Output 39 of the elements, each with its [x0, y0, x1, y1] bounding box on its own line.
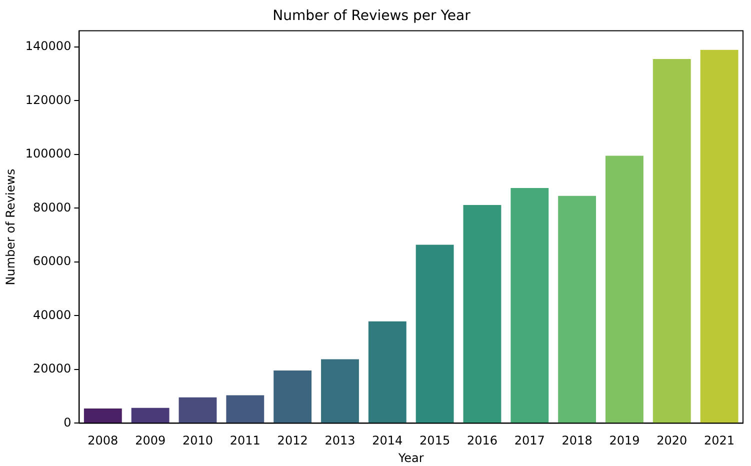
y-tick-label: 140000 — [25, 39, 72, 54]
chart-title: Number of Reviews per Year — [272, 8, 471, 24]
y-axis-title: Number of Reviews — [3, 168, 18, 286]
x-tick-label: 2021 — [704, 434, 735, 448]
x-tick-label: 2015 — [420, 434, 450, 448]
bar — [416, 244, 454, 423]
bar — [606, 156, 644, 423]
bar — [510, 188, 549, 423]
bar — [463, 204, 502, 423]
y-tick-label: 80000 — [33, 200, 72, 214]
x-tick-label: 2019 — [609, 434, 640, 448]
x-tick-label: 2018 — [562, 434, 592, 448]
bar — [652, 59, 691, 423]
x-tick-label: 2008 — [88, 434, 118, 448]
bar — [84, 408, 122, 423]
y-tick-label: 20000 — [33, 362, 72, 376]
bar — [558, 196, 596, 423]
x-tick-label: 2013 — [324, 434, 356, 448]
x-tick-label: 2011 — [230, 434, 260, 448]
y-tick-label: 40000 — [33, 308, 72, 322]
y-tick-label: 0 — [64, 415, 72, 430]
x-tick-label: 2010 — [182, 434, 214, 448]
x-tick-label: 2012 — [277, 434, 308, 448]
bar — [700, 50, 738, 423]
x-tick-label: 2020 — [656, 434, 688, 448]
y-tick-label: 60000 — [33, 254, 72, 268]
x-tick-label: 2016 — [466, 434, 498, 448]
bar — [226, 395, 264, 423]
x-tick-label: 2009 — [135, 434, 166, 448]
x-tick-label: 2014 — [372, 434, 403, 448]
x-axis-title: Year — [397, 450, 424, 465]
y-tick-label: 120000 — [25, 92, 72, 107]
bar — [321, 359, 359, 423]
bar — [274, 370, 312, 423]
x-tick-label: 2017 — [514, 434, 545, 448]
bar — [178, 397, 217, 423]
y-tick-label: 100000 — [25, 146, 72, 161]
bar — [131, 408, 170, 423]
bar — [368, 321, 406, 423]
